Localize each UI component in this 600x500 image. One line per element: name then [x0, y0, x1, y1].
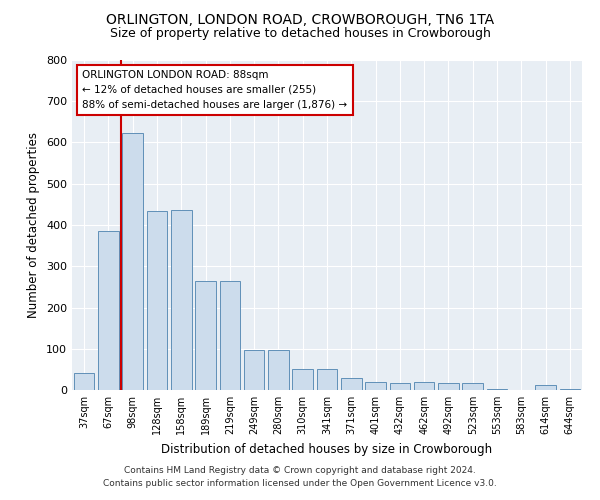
Bar: [220, 280, 240, 390]
Bar: [292, 370, 313, 390]
Bar: [122, 134, 143, 390]
Bar: [146, 210, 167, 390]
Bar: [268, 350, 289, 390]
Y-axis label: Number of detached properties: Number of detached properties: [28, 132, 40, 318]
Bar: [535, 384, 556, 390]
Bar: [487, 389, 508, 390]
Text: Size of property relative to detached houses in Crowborough: Size of property relative to detached ho…: [110, 28, 490, 40]
Bar: [171, 210, 191, 390]
X-axis label: Distribution of detached houses by size in Crowborough: Distribution of detached houses by size …: [161, 442, 493, 456]
Bar: [560, 389, 580, 390]
Bar: [414, 382, 434, 390]
Bar: [365, 382, 386, 390]
Bar: [98, 231, 119, 390]
Text: ORLINGTON, LONDON ROAD, CROWBOROUGH, TN6 1TA: ORLINGTON, LONDON ROAD, CROWBOROUGH, TN6…: [106, 12, 494, 26]
Bar: [244, 350, 265, 390]
Bar: [341, 378, 362, 390]
Bar: [438, 383, 459, 390]
Text: ORLINGTON LONDON ROAD: 88sqm
← 12% of detached houses are smaller (255)
88% of s: ORLINGTON LONDON ROAD: 88sqm ← 12% of de…: [82, 70, 347, 110]
Bar: [463, 383, 483, 390]
Bar: [74, 372, 94, 390]
Bar: [317, 370, 337, 390]
Bar: [195, 280, 216, 390]
Text: Contains HM Land Registry data © Crown copyright and database right 2024.
Contai: Contains HM Land Registry data © Crown c…: [103, 466, 497, 487]
Bar: [389, 383, 410, 390]
